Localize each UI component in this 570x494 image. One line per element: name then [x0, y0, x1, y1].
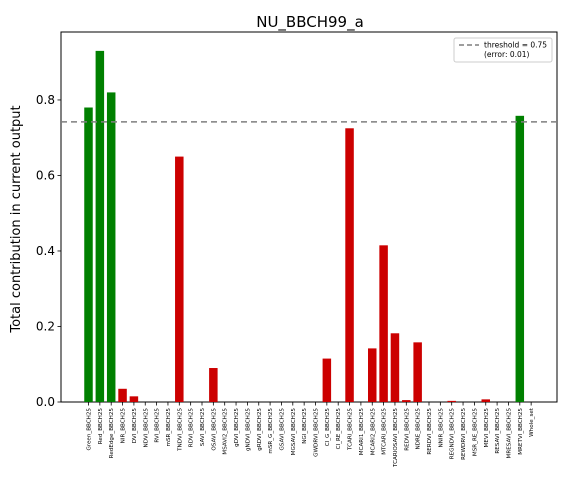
- legend: threshold = 0.75 (error: 0.01): [453, 37, 553, 63]
- x-tick-label: MCARI1_BBCH25: [359, 408, 365, 456]
- bars-group: [84, 50, 525, 402]
- bar-mcari2-bbch25: [368, 348, 377, 402]
- x-tick-label: Green_BBCH25: [87, 408, 93, 451]
- bar-mtcari-bbch25: [379, 245, 388, 402]
- x-tick-label: MCARI2_BBCH25: [370, 408, 376, 456]
- x-tick-label: MTCARI_BBCH25: [382, 408, 388, 455]
- bar-dvi-bbch25: [129, 396, 139, 402]
- x-tick-label: MRETVI_BBCH25: [518, 408, 524, 455]
- x-tick-label: gDVI_BBCH25: [234, 408, 240, 447]
- x-tick-label: Whole_set: [529, 407, 535, 437]
- x-tick-label: mSR_BBCH25: [166, 408, 172, 447]
- x-tick-label: SAVI_BBCH25: [200, 408, 206, 447]
- bar-tndvi-bbch25: [175, 156, 184, 402]
- x-tick-label: gNDVI_BBCH25: [245, 408, 251, 451]
- x-tick-label: NNIR_BBCH25: [438, 408, 444, 448]
- bar-rededge-bbch25: [106, 92, 116, 402]
- x-tick-label: DVI_BBCH25: [132, 408, 138, 444]
- x-tick-label: NIR_BBCH25: [121, 408, 127, 444]
- legend-box: [453, 37, 553, 63]
- x-tick-label: GWDRVI_BBCH25: [314, 408, 320, 457]
- x-tick-label: MSAVI2_BBCH25: [223, 408, 229, 455]
- legend-threshold-label: threshold = 0.75: [484, 41, 547, 50]
- x-tick-label: mSR_G_BBCH25: [268, 408, 274, 454]
- x-tick-label: RedEdge_BBCH25: [109, 408, 115, 459]
- x-tick-label: RESAVI_BBCH25: [495, 408, 501, 454]
- bar-osavi-bbch25: [209, 368, 218, 402]
- bar-nir-bbch25: [118, 388, 127, 402]
- x-tick-label: TNDVI_BBCH25: [177, 408, 183, 452]
- bar-tcari-bbch25: [345, 128, 354, 402]
- x-tick-label: REWDRVI_BBCH25: [461, 408, 467, 460]
- bar-redvi-bbch25: [402, 400, 411, 402]
- bar-ci-g-bbch25: [322, 358, 332, 402]
- y-ticks-group: 0.0 0.2 0.4 0.6 0.8: [36, 93, 61, 409]
- x-tick-label: gRDVI_BBCH25: [257, 408, 263, 451]
- bar-mretvi-bbch25: [515, 115, 525, 402]
- x-tick-label: MSR_RE_BBCH25: [472, 408, 478, 457]
- x-ticks-group: Green_BBCH25 Red_BBCH25 RedEdge_BBCH25 NIR_…: [87, 402, 535, 468]
- bar-mevi-bbch25: [481, 399, 490, 402]
- x-tick-label: MEVI_BBCH25: [484, 408, 490, 448]
- legend-threshold-error: (error: 0.01): [484, 50, 530, 59]
- x-tick-label: GSAVI_BBCH25: [279, 408, 285, 451]
- x-tick-label: RDVI_BBCH25: [189, 408, 195, 448]
- bar-red-bbch25: [95, 50, 105, 402]
- y-tick-label: 0.8: [36, 93, 55, 107]
- y-tick-label: 0.0: [36, 395, 55, 409]
- x-tick-label: MGSAVI_BBCH25: [291, 408, 297, 456]
- chart-title: NU_BBCH99_a: [256, 13, 364, 32]
- bar-ndre-bbch25: [413, 342, 422, 402]
- x-tick-label: TCARI_BBCH25: [348, 408, 354, 451]
- x-tick-label: NDVI_BBCH25: [143, 408, 149, 448]
- x-tick-label: OSAVI_BBCH25: [211, 408, 217, 451]
- x-tick-label: NGI_BBCH25: [302, 408, 308, 444]
- x-tick-label: CI_G_BBCH25: [325, 408, 331, 447]
- plot-area: [60, 31, 558, 403]
- bar-regndvi-bbch25: [447, 400, 456, 402]
- x-tick-label: MRESAVI_BBCH25: [506, 408, 512, 459]
- y-tick-label: 0.6: [36, 168, 55, 182]
- x-tick-label: NDRE_BBCH25: [416, 408, 422, 450]
- y-tick-label: 0.4: [36, 244, 55, 258]
- bar-tcariosavi-bbch25: [390, 333, 400, 402]
- x-tick-label: CI_RE_BBCH25: [336, 408, 342, 450]
- x-tick-label: REGNDVI_BBCH25: [450, 408, 456, 460]
- y-tick-label: 0.2: [36, 319, 55, 333]
- x-tick-label: REDVI_BBCH25: [404, 408, 410, 451]
- x-tick-label: RVI_BBCH25: [155, 408, 161, 443]
- bar-green-bbch25: [84, 107, 93, 402]
- x-tick-label: TCARIOSAVI_BBCH25: [393, 408, 399, 468]
- x-tick-label: RERDVI_BBCH25: [427, 408, 433, 455]
- y-axis-label: Total contribution in current output: [9, 105, 24, 333]
- x-tick-label: Red_BBCH25: [98, 408, 104, 445]
